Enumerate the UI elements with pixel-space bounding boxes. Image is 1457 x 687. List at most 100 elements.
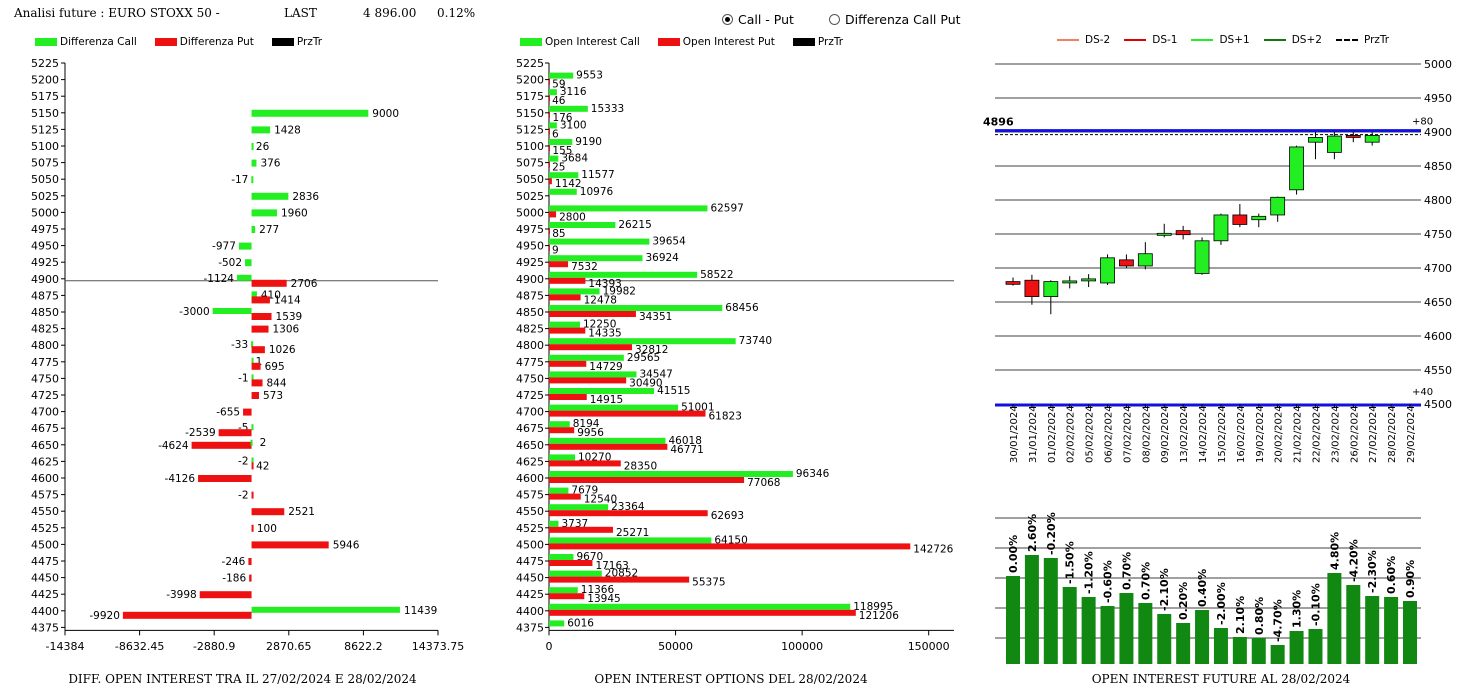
left-call-label: -17 [231, 174, 248, 186]
left-y-tick-label: 4450 [31, 572, 59, 585]
left-put-bar [198, 475, 252, 482]
left-put-bar [249, 574, 252, 582]
legend-ds-1-line [1124, 39, 1147, 41]
left-y-tick-label: 5125 [31, 123, 59, 136]
oi-future-bar-label: -2.30% [1366, 550, 1379, 593]
left-put-bar [251, 325, 269, 333]
candle-body [1308, 137, 1323, 143]
mid-call-bar [549, 520, 559, 527]
change-value: 0.12% [437, 6, 476, 20]
left-y-tick-label: 5100 [31, 140, 59, 153]
mid-put-label: 176 [552, 112, 572, 124]
mid-call-label: 15333 [591, 103, 624, 115]
mid-put-bar [549, 377, 627, 384]
left-put-label: 1026 [269, 344, 296, 356]
mid-put-label: 61823 [708, 411, 741, 423]
mid-put-bar [549, 78, 550, 85]
left-put-label: 573 [263, 390, 283, 402]
radio-diff-call-put-dot[interactable] [829, 14, 840, 25]
left-y-tick-label: 5050 [31, 173, 59, 186]
left-put-bar [251, 346, 265, 354]
mid-put-label: 12478 [584, 294, 617, 306]
oi-future-bar-label: 0.40% [1196, 569, 1209, 607]
mid-x-tick-label: 50000 [658, 640, 693, 653]
left-call-label: -1 [238, 372, 248, 384]
left-put-bar [251, 462, 254, 470]
mid-put-label: 1142 [555, 178, 582, 190]
right-legend: DS-2 DS-1 DS+1 DS+2 PrzTr [1057, 34, 1389, 46]
left-put-bar [251, 379, 263, 387]
left-y-tick-label: 4825 [31, 323, 59, 336]
oi-future-bar [1006, 576, 1020, 664]
mid-y-tick-label: 4800 [516, 339, 544, 352]
mid-call-bar [549, 205, 708, 212]
left-put-bar [251, 279, 287, 287]
left-put-label: 2706 [291, 278, 318, 290]
left-x-tick-label: -14384 [46, 640, 85, 653]
left-put-bar [243, 408, 252, 416]
last-label: LAST [284, 6, 317, 20]
oi-future-bar [1270, 645, 1285, 664]
oi-future-bar [1403, 601, 1417, 664]
left-y-tick-label: 5000 [31, 206, 59, 219]
mid-call-label: 3116 [560, 86, 587, 98]
legend-oi-call: Open Interest Call [520, 36, 640, 48]
mid-put-bar [549, 344, 633, 351]
oi-future-bar-label: 4.80% [1328, 532, 1341, 570]
mid-put-bar [549, 178, 552, 185]
legend-swatch-green [520, 38, 542, 46]
mid-y-tick-label: 4575 [516, 489, 544, 502]
mid-call-bar [549, 321, 581, 328]
mid-call-bar [549, 537, 712, 544]
candle-body [1100, 257, 1115, 284]
mid-y-tick-label: 4375 [516, 621, 544, 634]
mid-x-tick-label: 0 [546, 640, 553, 653]
left-y-tick-label: 4675 [31, 422, 59, 435]
left-y-tick-label: 5175 [31, 90, 59, 103]
mid-y-tick-label: 4950 [516, 240, 544, 253]
mid-call-label: 26215 [618, 219, 651, 231]
left-y-tick-label: 4625 [31, 455, 59, 468]
mid-call-bar [549, 454, 575, 461]
candle-body [1156, 232, 1172, 236]
oi-future-bar [1232, 637, 1247, 664]
oi-future-bar [1346, 585, 1361, 664]
mid-put-bar [549, 327, 586, 334]
left-y-tick-label: 4725 [31, 389, 59, 402]
left-put-label: 2521 [288, 506, 315, 518]
mid-y-tick-label: 5025 [516, 190, 544, 203]
candle-x-tick-label: 26/02/2024 [1349, 405, 1360, 463]
mid-put-bar [549, 228, 550, 234]
left-call-label: -502 [218, 257, 242, 269]
mid-y-tick-label: 4500 [516, 538, 544, 551]
left-y-tick-label: 4850 [31, 306, 59, 319]
mid-legend: Open Interest Call Open Interest Put Prz… [520, 36, 855, 48]
left-put-label: -4126 [165, 473, 196, 485]
mid-put-bar [549, 477, 745, 483]
mid-y-tick-label: 4475 [516, 555, 544, 568]
legend-ds-2-label: DS-2 [1085, 34, 1111, 46]
oi-future-bar [1308, 629, 1323, 664]
mid-call-bar [549, 437, 666, 444]
candle-y-tick-label: 4650 [1424, 296, 1452, 309]
candle-y-tick-label: 4950 [1424, 92, 1452, 105]
radio-diff-call-put[interactable]: Differenza Call Put [829, 12, 961, 27]
legend-ds-2-line [1057, 39, 1079, 41]
candle-last-price-label: 4896 [983, 116, 1014, 129]
legend-oi-put-label: Open Interest Put [682, 36, 775, 48]
candle-body [1251, 215, 1267, 221]
radio-call-put[interactable]: Call - Put [722, 12, 794, 27]
mid-put-label: 62693 [711, 510, 744, 522]
radio-diff-call-put-label: Differenza Call Put [845, 12, 961, 27]
mid-put-label: 34351 [639, 311, 672, 323]
left-x-tick-label: 8622.2 [344, 640, 383, 653]
radio-call-put-dot[interactable] [722, 14, 733, 25]
left-put-label: -2 [238, 490, 248, 502]
left-put-label: -246 [222, 556, 246, 568]
left-call-bar [251, 192, 289, 200]
mid-put-bar [549, 145, 550, 151]
left-call-label: 1428 [274, 124, 301, 136]
candle-body [1345, 134, 1361, 138]
candle-x-tick-label: 02/02/2024 [1066, 405, 1077, 463]
left-call-label: 1 [256, 356, 263, 368]
